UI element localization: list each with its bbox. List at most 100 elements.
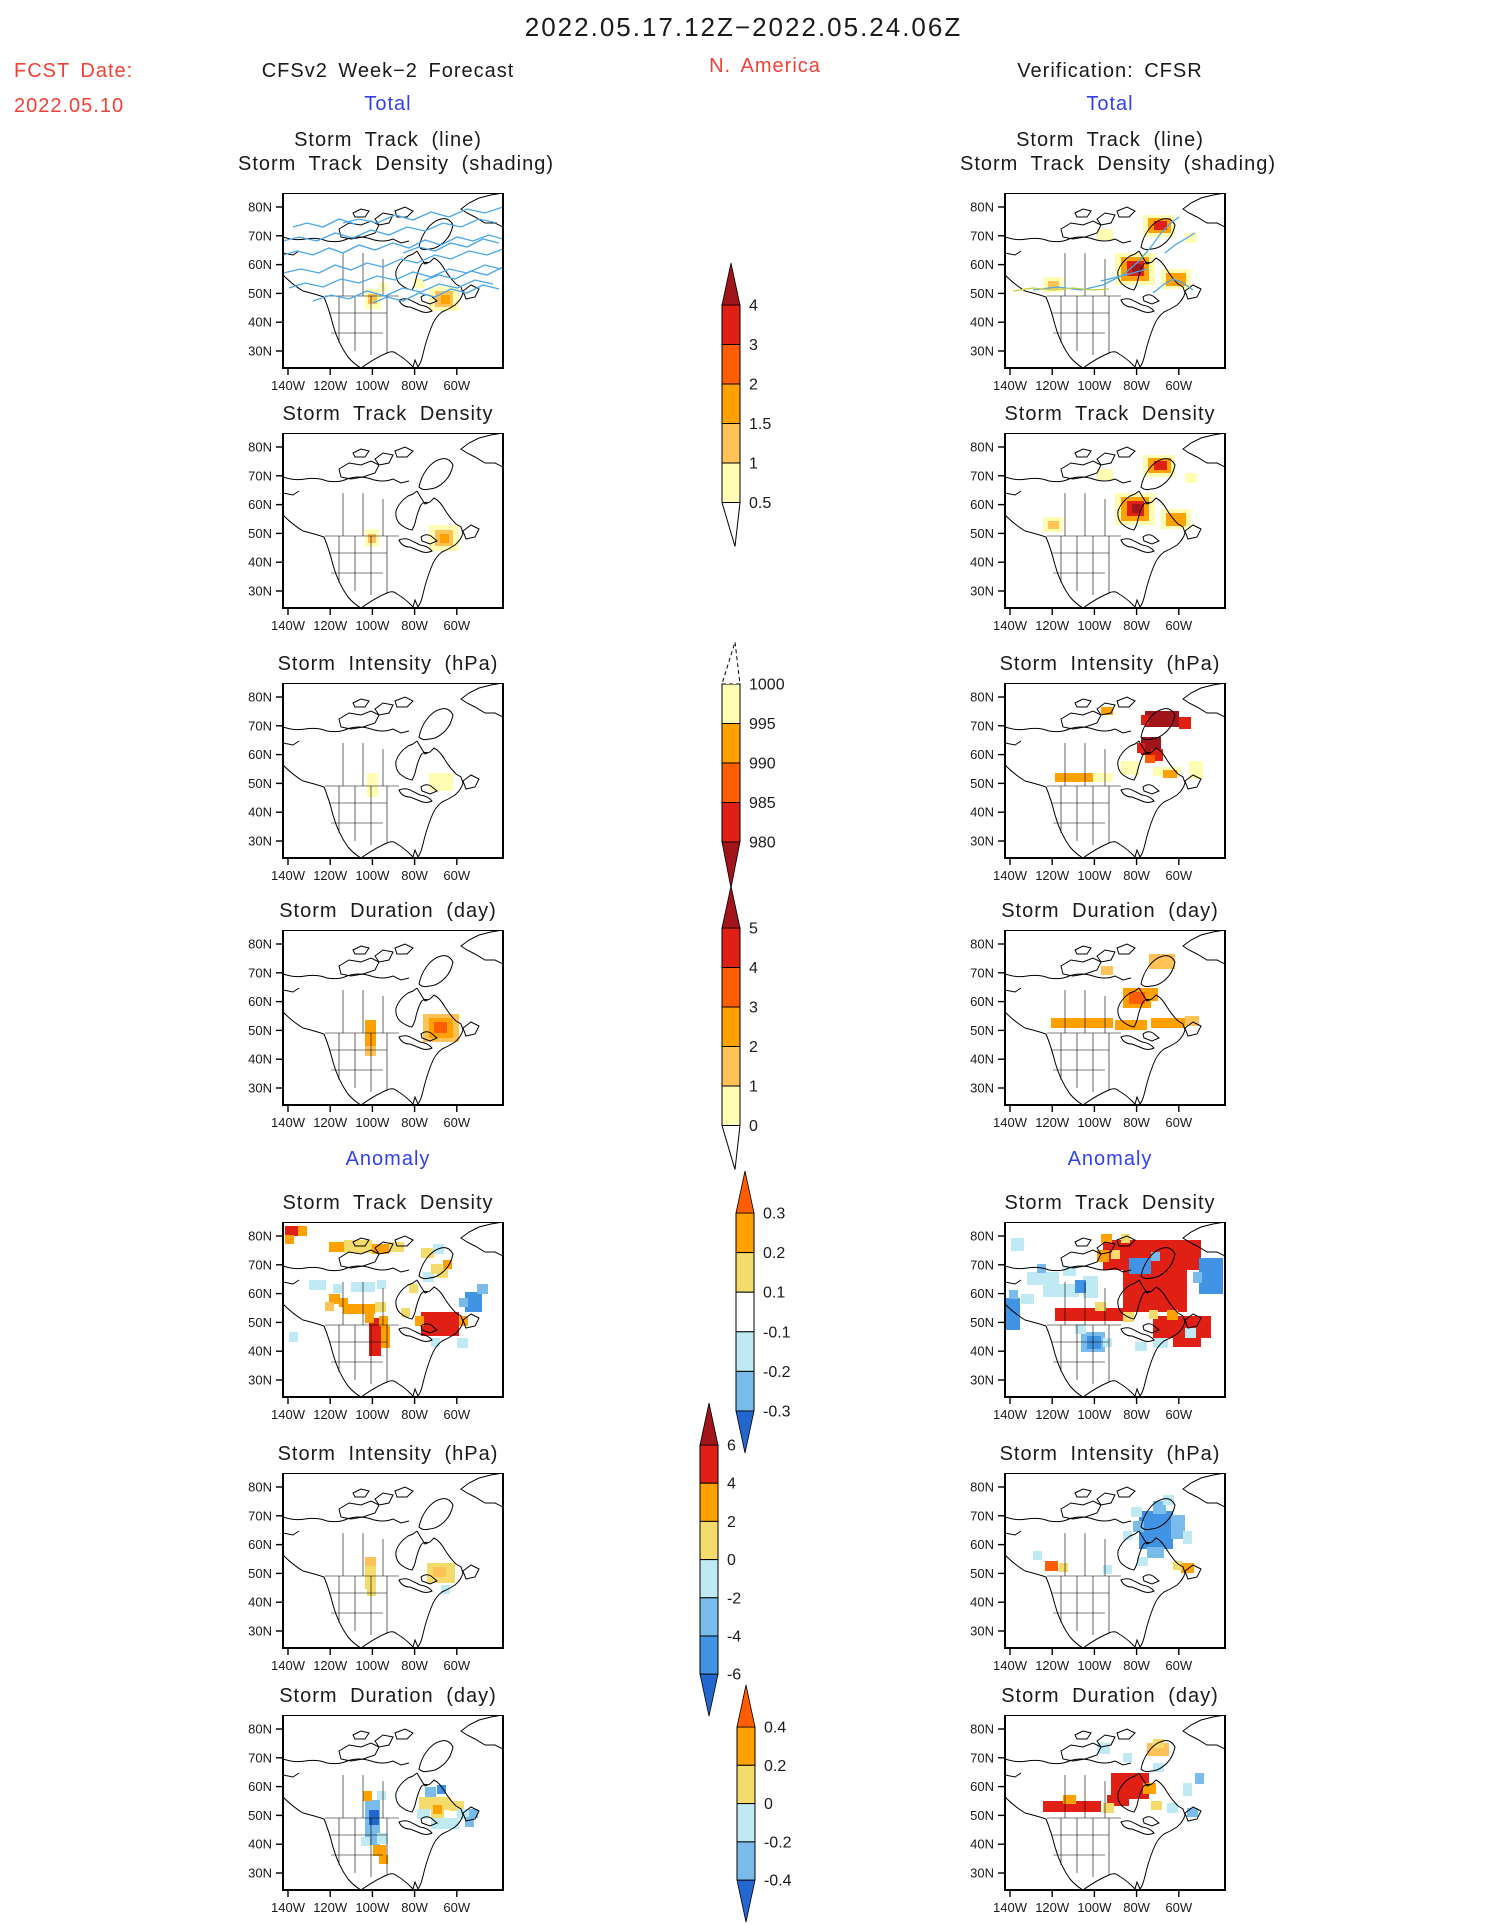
section-total-forecast: Total bbox=[364, 93, 412, 115]
panel-title: Storm Track (line) Storm Track Density (… bbox=[238, 128, 553, 176]
colorbar-bottom-arrow bbox=[735, 1410, 755, 1454]
colorbar-tick-label: 2 bbox=[727, 1514, 736, 1531]
map-verification-intensity: 80N 70N 60N 50N 40N 30N 140W 120W 100W 80W 60W bbox=[970, 683, 1226, 884]
svg-text:100W: 100W bbox=[1077, 618, 1112, 633]
map-axes: 80N 70N 60N 50N 40N 30N 140W 120W 100W 80W 60W bbox=[248, 200, 471, 394]
svg-text:30N: 30N bbox=[970, 1866, 994, 1881]
map-axes: 80N 70N 60N 50N 40N 30N 140W 120W 100W 80W 60W bbox=[970, 1229, 1193, 1423]
colorbar-tick-label: 6 bbox=[727, 1437, 736, 1454]
svg-text:100W: 100W bbox=[1077, 1115, 1112, 1130]
svg-text:80N: 80N bbox=[970, 1722, 994, 1737]
svg-text:140W: 140W bbox=[271, 618, 306, 633]
colorbar-top-arrow bbox=[736, 1684, 756, 1728]
political-borders bbox=[1047, 1282, 1121, 1384]
svg-text:140W: 140W bbox=[271, 378, 306, 393]
map-frame bbox=[282, 683, 504, 859]
colorbar-intensity-anomaly: 6 4 2 0 -2 -4 -6 bbox=[699, 1402, 741, 1717]
verification-model-label: Verification: CFSR bbox=[1017, 60, 1203, 82]
shading-cells bbox=[361, 1785, 478, 1864]
map-axes: 80N 70N 60N 50N 40N 30N 140W 120W 100W 80W 60W bbox=[970, 1480, 1193, 1674]
svg-text:120W: 120W bbox=[1035, 1900, 1070, 1915]
svg-text:140W: 140W bbox=[993, 1658, 1028, 1673]
svg-text:40N: 40N bbox=[970, 1344, 994, 1359]
map-axes: 80N 70N 60N 50N 40N 30N 140W 120W 100W 80W 60W bbox=[970, 440, 1193, 634]
map-axes: 80N 70N 60N 50N 40N 30N 140W 120W 100W 80W 60W bbox=[970, 937, 1193, 1131]
svg-text:30N: 30N bbox=[248, 1866, 272, 1881]
svg-text:80W: 80W bbox=[401, 1900, 428, 1915]
colorbar-track-density-anomaly: 0.3 0.2 0.1 -0.1 -0.2 -0.3 bbox=[735, 1170, 791, 1454]
map-frame bbox=[282, 1222, 504, 1398]
political-borders bbox=[1047, 1775, 1121, 1877]
svg-text:40N: 40N bbox=[248, 555, 272, 570]
map-forecast-intensity: 80N 70N 60N 50N 40N 30N 140W 120W 100W 80W 60W bbox=[248, 683, 504, 883]
svg-text:60N: 60N bbox=[248, 497, 272, 512]
map-axes: 80N 70N 60N 50N 40N 30N 140W 120W 100W 80W 60W bbox=[970, 200, 1193, 394]
colorbar: 6 4 2 0 -2 -4 -6 bbox=[699, 1402, 741, 1717]
region-label: N. America bbox=[709, 55, 821, 77]
svg-text:50N: 50N bbox=[970, 1808, 994, 1823]
svg-text:50N: 50N bbox=[248, 1023, 272, 1038]
map-frame bbox=[282, 433, 504, 609]
panel-title: Storm Track (line) Storm Track Density (… bbox=[960, 128, 1275, 176]
map-axes: 80N 70N 60N 50N 40N 30N 140W 120W 100W 80W 60W bbox=[248, 1722, 471, 1916]
svg-text:70N: 70N bbox=[248, 1750, 272, 1765]
svg-text:60N: 60N bbox=[970, 257, 994, 272]
map-axes: 80N 70N 60N 50N 40N 30N 140W 120W 100W 80W 60W bbox=[248, 1480, 471, 1674]
svg-text:80N: 80N bbox=[248, 690, 272, 705]
svg-text:120W: 120W bbox=[313, 868, 348, 883]
coastline bbox=[283, 1473, 503, 1648]
svg-text:80N: 80N bbox=[248, 1722, 272, 1737]
svg-text:80N: 80N bbox=[248, 937, 272, 952]
svg-text:80N: 80N bbox=[970, 937, 994, 952]
svg-text:120W: 120W bbox=[1035, 378, 1070, 393]
svg-text:80N: 80N bbox=[970, 1229, 994, 1244]
svg-text:70N: 70N bbox=[970, 228, 994, 243]
svg-text:70N: 70N bbox=[970, 1257, 994, 1272]
colorbar-tick-label: -6 bbox=[727, 1667, 741, 1684]
colorbar-tick-label: 3 bbox=[749, 337, 758, 354]
colorbar-tick-label: 4 bbox=[749, 960, 758, 977]
colorbar-tick-label: 985 bbox=[749, 795, 776, 812]
svg-text:70N: 70N bbox=[248, 468, 272, 483]
map-axes: 80N 70N 60N 50N 40N 30N 140W 120W 100W 80W 60W bbox=[248, 937, 471, 1131]
svg-text:30N: 30N bbox=[970, 834, 994, 849]
colorbar-tick-label: 980 bbox=[749, 835, 776, 852]
colorbar-tick-label: 0.2 bbox=[764, 1758, 786, 1775]
svg-text:50N: 50N bbox=[970, 1023, 994, 1038]
shading-cells bbox=[1043, 1739, 1204, 1817]
map-frame bbox=[1004, 433, 1226, 609]
svg-text:80W: 80W bbox=[401, 868, 428, 883]
svg-text:80W: 80W bbox=[1123, 618, 1150, 633]
svg-text:60W: 60W bbox=[443, 1407, 470, 1422]
shading-cells bbox=[1005, 1234, 1223, 1352]
svg-text:60N: 60N bbox=[970, 1286, 994, 1301]
colorbar-bottom-arrow bbox=[721, 1125, 741, 1170]
map-verification-track-density: 80N 70N 60N 50N 40N 30N 140W 120W 100W 80W 60W bbox=[970, 433, 1226, 634]
svg-text:80W: 80W bbox=[1123, 868, 1150, 883]
svg-text:120W: 120W bbox=[1035, 1658, 1070, 1673]
colorbar-top-arrow bbox=[699, 1402, 719, 1446]
coastline bbox=[283, 683, 503, 858]
map-verification-duration: 80N 70N 60N 50N 40N 30N 140W 120W 100W 80W 60W bbox=[970, 930, 1226, 1131]
shading-cells bbox=[365, 1557, 455, 1596]
svg-text:60W: 60W bbox=[1165, 1115, 1192, 1130]
colorbar-duration-anomaly: 0.4 0.2 0 -0.2 -0.4 bbox=[736, 1684, 792, 1923]
svg-text:140W: 140W bbox=[993, 618, 1028, 633]
svg-text:40N: 40N bbox=[248, 1837, 272, 1852]
svg-text:60N: 60N bbox=[248, 257, 272, 272]
svg-text:50N: 50N bbox=[970, 776, 994, 791]
svg-text:60N: 60N bbox=[248, 1779, 272, 1794]
map-forecast-duration-anomaly: 80N 70N 60N 50N 40N 30N 140W 120W 100W 80W 60W bbox=[248, 1715, 504, 1916]
map-axes: 80N 70N 60N 50N 40N 30N 140W 120W 100W 80W 60W bbox=[248, 440, 471, 634]
colorbar-tick-label: -4 bbox=[727, 1628, 741, 1645]
svg-text:60W: 60W bbox=[443, 1658, 470, 1673]
svg-text:60N: 60N bbox=[970, 497, 994, 512]
svg-text:80N: 80N bbox=[248, 440, 272, 455]
colorbar-tick-label: -2 bbox=[727, 1590, 741, 1607]
section-total-verification: Total bbox=[1086, 93, 1134, 115]
map-axes: 80N 70N 60N 50N 40N 30N 140W 120W 100W 80W 60W bbox=[970, 690, 1193, 884]
panel-title: Storm Duration (day) bbox=[1001, 1685, 1219, 1707]
svg-text:80N: 80N bbox=[248, 1480, 272, 1495]
svg-text:30N: 30N bbox=[970, 1373, 994, 1388]
svg-text:100W: 100W bbox=[1077, 868, 1112, 883]
